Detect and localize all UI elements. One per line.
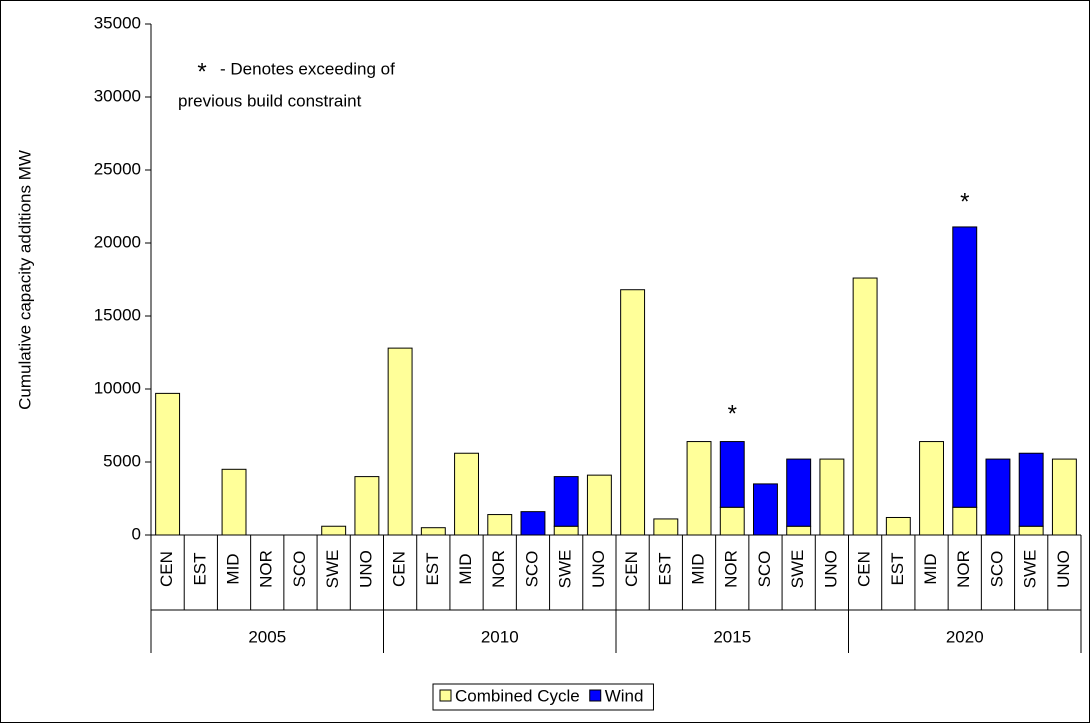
annotation-line: previous build constraint xyxy=(178,91,362,110)
bar xyxy=(985,458,1011,536)
y-tick-label: 30000 xyxy=(94,86,141,105)
x-tick-label: UNO xyxy=(356,550,375,588)
x-tick-label: SCO xyxy=(755,551,774,588)
legend-box xyxy=(432,683,654,711)
bar xyxy=(686,441,712,536)
x-tick-label: CEN xyxy=(390,551,409,587)
x-tick-label: MID xyxy=(224,553,243,584)
bar xyxy=(487,514,513,536)
bar xyxy=(952,226,978,508)
x-tick-label: EST xyxy=(655,552,674,585)
bar xyxy=(1018,525,1044,536)
x-tick-label: NOR xyxy=(954,550,973,588)
y-tick-label: 20000 xyxy=(94,232,141,251)
x-tick-label: NOR xyxy=(722,550,741,588)
x-tick-label: SWE xyxy=(323,550,342,589)
bar xyxy=(719,506,745,536)
bar xyxy=(354,476,380,536)
bar xyxy=(553,476,579,527)
x-tick-label: NOR xyxy=(489,550,508,588)
marker: * xyxy=(960,188,969,215)
x-tick-label: MID xyxy=(456,553,475,584)
y-axis-title: Cumulative capacity additions MW xyxy=(15,150,34,410)
bar xyxy=(753,483,778,536)
bar xyxy=(454,452,479,536)
y-tick-label: 25000 xyxy=(94,159,141,178)
x-tick-label: EST xyxy=(888,552,907,585)
bar xyxy=(1051,458,1077,536)
x-tick-label: UNO xyxy=(821,550,840,588)
bar xyxy=(387,347,413,536)
legend-label: Wind xyxy=(605,686,644,705)
x-tick-label: SCO xyxy=(987,551,1006,588)
bar xyxy=(1018,452,1044,527)
bar xyxy=(553,525,579,536)
group-label: 2015 xyxy=(713,627,751,646)
y-tick-label: 5000 xyxy=(103,451,141,470)
x-tick-label: EST xyxy=(423,552,442,585)
y-tick-label: 10000 xyxy=(94,378,141,397)
bar xyxy=(420,527,446,536)
legend-label: Combined Cycle xyxy=(455,686,580,705)
x-tick-label: SWE xyxy=(1021,550,1040,589)
x-tick-label: SCO xyxy=(522,551,541,588)
x-tick-label: EST xyxy=(190,552,209,585)
group-label: 2010 xyxy=(481,627,519,646)
bar xyxy=(919,441,944,536)
bar xyxy=(952,506,978,536)
x-tick-label: CEN xyxy=(855,551,874,587)
group-label: 2005 xyxy=(248,627,286,646)
x-tick-label: SCO xyxy=(290,551,309,588)
bar xyxy=(885,516,911,536)
bar xyxy=(852,277,878,536)
x-tick-label: CEN xyxy=(622,551,641,587)
bar xyxy=(786,525,812,536)
x-tick-label: CEN xyxy=(157,551,176,587)
bar xyxy=(520,511,546,536)
x-tick-label: UNO xyxy=(1054,550,1073,588)
marker: * xyxy=(728,400,737,427)
x-tick-label: NOR xyxy=(257,550,276,588)
bar xyxy=(620,289,646,536)
bar xyxy=(221,468,247,536)
legend-swatch xyxy=(439,689,452,702)
bar xyxy=(586,474,612,536)
x-tick-label: SWE xyxy=(788,550,807,589)
x-tick-label: MID xyxy=(921,553,940,584)
x-tick-label: UNO xyxy=(589,550,608,588)
y-tick-label: 15000 xyxy=(94,305,141,324)
group-label: 2020 xyxy=(946,627,984,646)
bar xyxy=(321,525,347,536)
annotation-line: - Denotes exceeding of xyxy=(220,59,395,78)
bar xyxy=(819,458,845,536)
annotation-symbol: * xyxy=(197,58,206,85)
bar xyxy=(155,392,181,536)
bar xyxy=(719,441,745,508)
x-tick-label: SWE xyxy=(556,550,575,589)
x-tick-label: MID xyxy=(689,553,708,584)
y-tick-label: 0 xyxy=(132,524,141,543)
bar xyxy=(786,458,812,527)
y-tick-label: 35000 xyxy=(94,13,141,32)
bar xyxy=(653,518,679,536)
legend-swatch xyxy=(589,689,602,702)
